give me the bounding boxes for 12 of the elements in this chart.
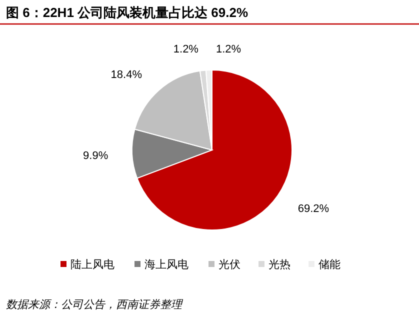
legend-label: 海上风电 [144, 258, 188, 271]
data-label: 1.2% [173, 44, 199, 56]
data-label: 18.4% [110, 68, 142, 81]
legend-label: 光热 [268, 258, 290, 271]
legend-label: 储能 [318, 258, 340, 271]
data-label: 1.2% [216, 44, 242, 56]
source-note: 数据来源：公司公告，西南证券整理 [6, 298, 184, 311]
data-label: 9.9% [83, 150, 108, 162]
legend-label: 陆上风电 [70, 258, 114, 271]
legend-label: 光伏 [218, 258, 240, 271]
chart-title: 图 6：22H1 公司陆风装机量占比达 69.2% [6, 5, 248, 20]
data-label: 69.2% [298, 203, 330, 216]
